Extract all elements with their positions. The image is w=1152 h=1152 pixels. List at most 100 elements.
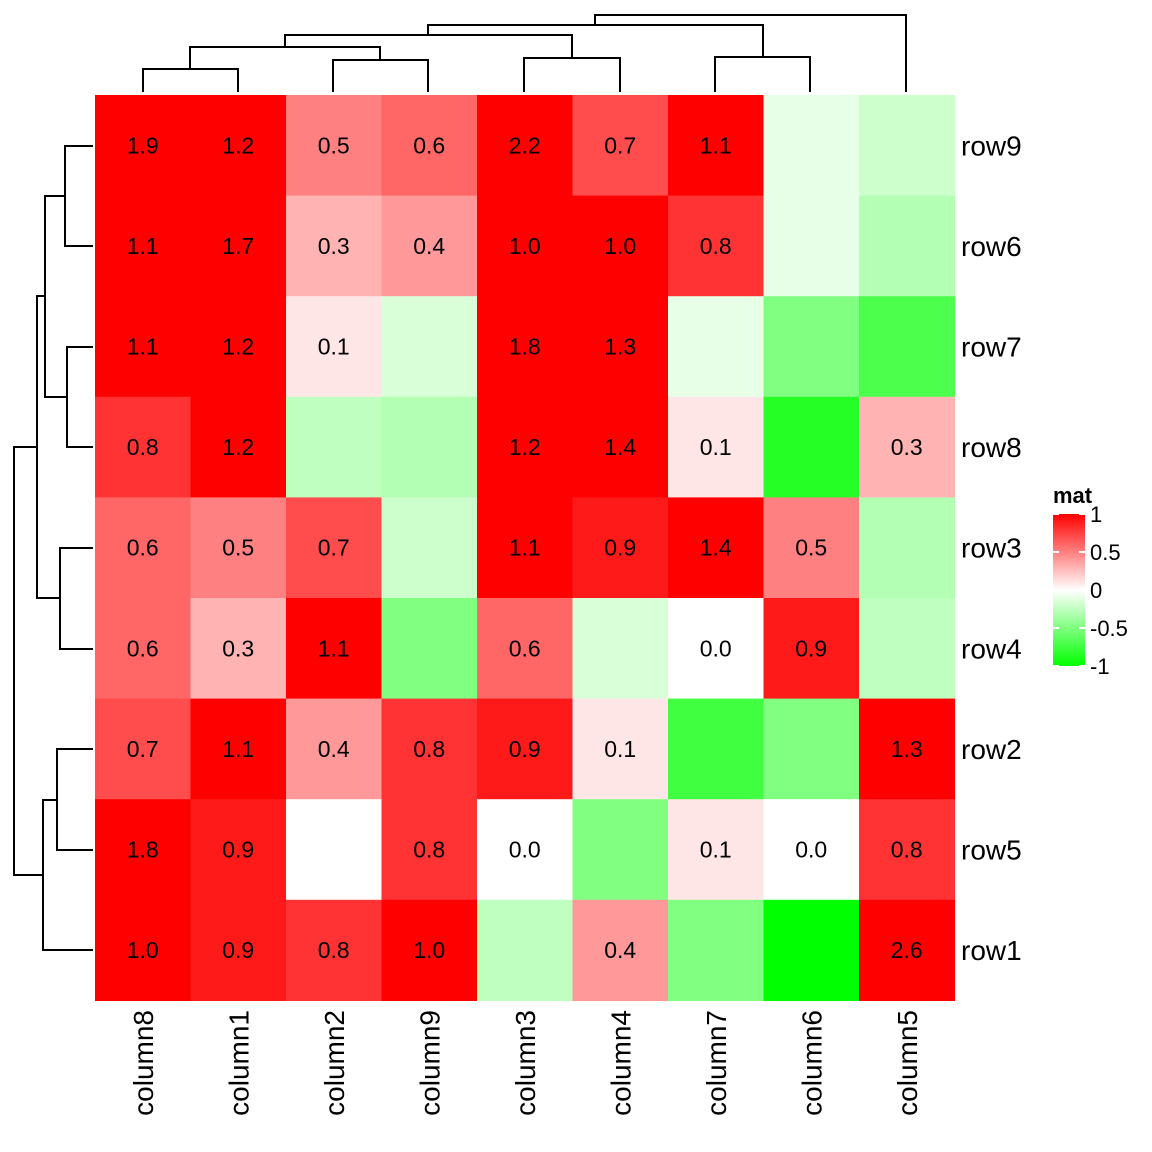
heatmap-cell (381, 396, 478, 498)
column-label: column8 (128, 1010, 159, 1116)
heatmap-cell (477, 195, 574, 297)
heatmap-cell (572, 195, 669, 297)
heatmap-cell (668, 396, 765, 498)
cell-value-label: 0.3 (318, 233, 350, 259)
cell-value-label: 0.1 (700, 434, 732, 460)
heatmap-cell (859, 698, 956, 800)
heatmap-cell (859, 497, 956, 599)
row-dendrogram (13, 145, 93, 951)
legend-tick-label: 1 (1090, 502, 1102, 527)
legend-ticks: 1 0.5 0 -0.5 -1 (1053, 502, 1128, 679)
heatmap-cell (477, 497, 574, 599)
heatmap-cell (95, 497, 192, 599)
heatmap-cell (286, 598, 383, 700)
legend-title: mat (1053, 483, 1093, 508)
cell-value-label: 1.1 (509, 535, 541, 561)
cell-value-label: 0.9 (795, 635, 827, 661)
cell-value-label: 1.7 (222, 233, 254, 259)
row-label: row4 (961, 633, 1022, 664)
cell-value-label: 1.9 (127, 132, 159, 158)
cell-value-label: 0.3 (891, 434, 923, 460)
heatmap-cell (286, 899, 383, 1001)
heatmap-cell (572, 497, 669, 599)
column-label: column5 (892, 1010, 923, 1116)
cell-value-label: 0.8 (700, 233, 732, 259)
cell-value-label: 0.8 (891, 837, 923, 863)
cell-value-label: 1.0 (413, 937, 445, 963)
heatmap-cell (381, 899, 478, 1001)
heatmap-cell (477, 396, 574, 498)
cell-value-label: 0.9 (509, 736, 541, 762)
cell-value-label: 0.1 (318, 334, 350, 360)
row-dendro-branch (64, 145, 93, 247)
heatmap-cell (763, 497, 860, 599)
cell-value-label: 1.1 (222, 736, 254, 762)
row-label: row7 (961, 332, 1022, 363)
cell-value-label: 0.8 (318, 937, 350, 963)
cell-value-label: 0.5 (795, 535, 827, 561)
heatmap-cell (190, 195, 287, 297)
legend-tick-label: -0.5 (1090, 616, 1128, 641)
col-dendro-branch (332, 59, 429, 92)
row-dendro-branch (36, 295, 60, 599)
col-dendro-branch (594, 14, 907, 92)
heatmap-cell (477, 799, 574, 901)
cell-value-label: 1.0 (127, 937, 159, 963)
heatmap-cell (95, 799, 192, 901)
heatmap-cell (572, 799, 669, 901)
heatmap-cell (190, 799, 287, 901)
heatmap-cell (381, 296, 478, 398)
heatmap-cell (381, 497, 478, 599)
column-label: column1 (223, 1010, 254, 1116)
legend-tick-label: -1 (1090, 654, 1110, 679)
heatmap-cell (95, 698, 192, 800)
col-dendro-branch (427, 24, 764, 57)
column-label: column7 (701, 1010, 732, 1116)
cell-value-label: 1.1 (127, 233, 159, 259)
heatmap-cell (859, 296, 956, 398)
heatmap-cells (95, 95, 956, 1001)
heatmap-cell (763, 698, 860, 800)
heatmap-cell (95, 195, 192, 297)
cell-value-label: 1.2 (509, 434, 541, 460)
cell-value-label: 0.6 (127, 635, 159, 661)
legend-tick-label: 0 (1090, 578, 1102, 603)
heatmap-cell (381, 95, 478, 197)
row-dendro-branch (44, 195, 67, 398)
heatmap-cell (95, 598, 192, 700)
heatmap-cell (477, 899, 574, 1001)
heatmap-cell (286, 296, 383, 398)
heatmap-cell (763, 195, 860, 297)
row-label: row9 (961, 130, 1022, 161)
cell-value-label: 1.3 (891, 736, 923, 762)
heatmap-cell (668, 95, 765, 197)
heatmap-cell (286, 195, 383, 297)
cell-value-label: 0.5 (222, 535, 254, 561)
cell-value-label: 0.7 (604, 132, 636, 158)
heatmap-cell (190, 296, 287, 398)
heatmap-cell (95, 296, 192, 398)
column-labels: column8 column1 column2 column9 column3 colum… (128, 1010, 923, 1116)
cell-value-label: 0.4 (413, 233, 445, 259)
heatmap-cell (572, 598, 669, 700)
cell-value-label: 1.4 (700, 535, 732, 561)
heatmap-cell (763, 296, 860, 398)
heatmap-cell (859, 598, 956, 700)
heatmap-cell (859, 899, 956, 1001)
cell-value-label: 0.8 (127, 434, 159, 460)
row-label: row3 (961, 533, 1022, 564)
heatmap-cell (286, 396, 383, 498)
cell-value-label: 1.1 (700, 132, 732, 158)
heatmap-cell (668, 497, 765, 599)
row-label: row2 (961, 734, 1022, 765)
row-labels: row9 row6 row7 row8 row3 row4 row2 row5 row1 (961, 130, 1022, 966)
cell-value-label: 0.1 (700, 837, 732, 863)
cell-value-label: 1.0 (509, 233, 541, 259)
heatmap-cell (286, 497, 383, 599)
heatmap-cell (381, 799, 478, 901)
heatmap-cell (190, 899, 287, 1001)
cell-value-label: 1.2 (222, 434, 254, 460)
cell-value-label: 0.4 (604, 937, 636, 963)
cell-value-label: 0.6 (413, 132, 445, 158)
cell-value-label: 0.3 (222, 635, 254, 661)
